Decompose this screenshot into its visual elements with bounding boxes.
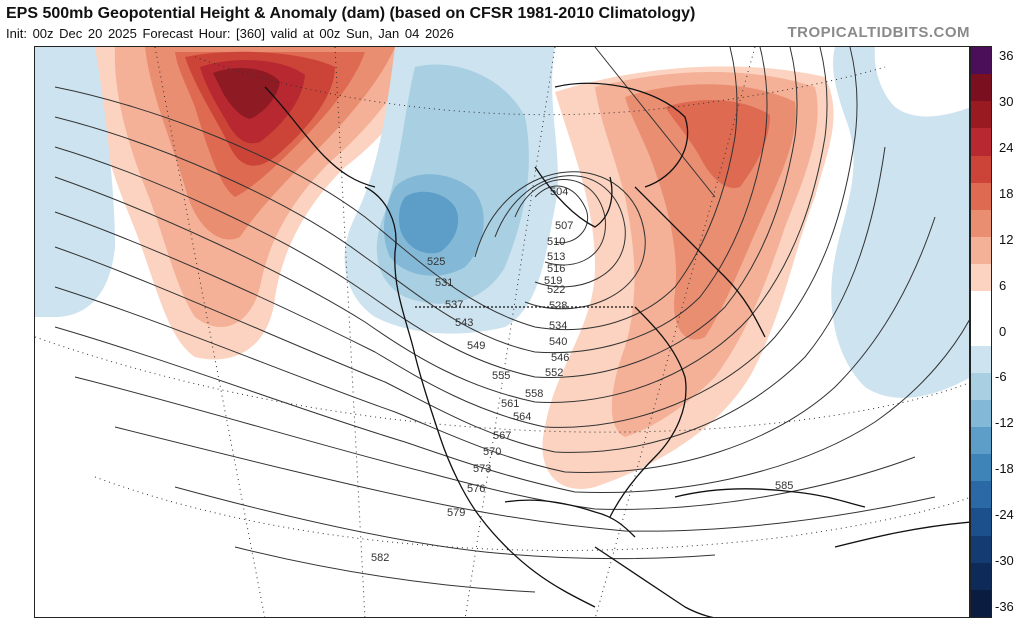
contour-label: 504: [550, 186, 568, 198]
contour-label: 531: [435, 277, 453, 289]
colorbar-tick-label: 12: [999, 231, 1014, 247]
contour-label: 570: [483, 446, 501, 458]
contour-label: 555: [492, 370, 510, 382]
colorbar-tick-label: 18: [999, 185, 1014, 201]
colorbar-swatch: [971, 101, 991, 129]
contour-label: 546: [551, 352, 569, 364]
colorbar-swatch: [971, 508, 991, 537]
negative-anomaly-west-18: [398, 191, 459, 254]
contour-label: 519: [544, 275, 562, 287]
colorbar-swatch: [971, 182, 991, 211]
colorbar-swatch: [971, 209, 991, 238]
south-america-outline: [834, 521, 969, 548]
colorbar-swatch: [971, 481, 991, 509]
colorbar-tick-label: -6: [995, 369, 1007, 385]
colorbar-tick-label: 24: [999, 139, 1014, 155]
contour-label: 576: [467, 483, 485, 495]
colorbar-swatch: [971, 291, 991, 319]
colorbar-swatch: [971, 589, 991, 618]
colorbar-tick-label: 36: [999, 48, 1014, 63]
central-america-outline: [594, 546, 714, 617]
west-coast-outline: [364, 186, 596, 608]
colorbar-swatch: [971, 74, 991, 102]
map-panel: 504 507 510 513 516 519 522 525 528 531 …: [34, 46, 970, 618]
colorbar: [970, 46, 992, 618]
contour-label: 582: [371, 552, 389, 564]
watermark: TROPICALTIDBITS.COM: [787, 24, 970, 41]
colorbar-swatch: [971, 454, 991, 482]
contour-label: 561: [501, 398, 519, 410]
colorbar-swatch: [971, 399, 991, 428]
map-subtitle: Init: 00z Dec 20 2025 Forecast Hour: [36…: [6, 26, 454, 41]
colorbar-swatch: [971, 372, 991, 401]
contour-label: 516: [547, 263, 565, 275]
gulf-coast-outline: [504, 499, 636, 538]
negative-anomaly-atlantic: [831, 47, 969, 398]
contour-label: 522: [547, 284, 565, 296]
alaska-outline: [264, 86, 376, 188]
contour-label: 534: [549, 320, 567, 332]
contour-label: 558: [525, 388, 543, 400]
colorbar-swatch: [971, 345, 991, 374]
contour-label: 564: [513, 411, 531, 423]
colorbar-tick-label: -30: [995, 553, 1014, 569]
greenland-outline: [554, 82, 689, 188]
colorbar-swatch: [971, 427, 991, 455]
contour-label: 507: [555, 220, 573, 232]
contour-label: 537: [445, 299, 463, 311]
contour-label: 543: [455, 317, 473, 329]
labrador-outline: [634, 186, 766, 338]
colorbar-swatch: [971, 535, 991, 564]
graticule: [35, 47, 969, 617]
colorbar-swatch: [971, 155, 991, 184]
east-coast-outline: [609, 306, 687, 518]
negative-anomaly-pacific-far: [35, 47, 115, 317]
colorbar-swatch: [971, 562, 991, 591]
contour-label: 549: [467, 340, 485, 352]
colorbar-swatch: [971, 318, 991, 347]
contour-label: 540: [549, 336, 567, 348]
negative-anomaly-atlantic-white: [874, 47, 969, 117]
caribbean-outline: [674, 488, 866, 508]
contour-label: 579: [447, 507, 465, 519]
colorbar-tick-label: -12: [995, 415, 1014, 431]
contour-label: 585: [775, 480, 793, 492]
contour-label: 513: [547, 251, 565, 263]
contour-labels: 504 507 510 513 516 519 522 525 528 531 …: [371, 186, 793, 564]
colorbar-swatch: [971, 237, 991, 265]
height-contours: [54, 47, 969, 593]
contour-label: 573: [473, 463, 491, 475]
colorbar-tick-label: -18: [995, 461, 1014, 477]
anomaly-shading: [35, 47, 969, 489]
colorbar-swatch: [971, 47, 991, 75]
colorbar-swatch: [971, 264, 991, 292]
colorbar-tick-label: 6: [999, 277, 1007, 293]
contour-label: 510: [547, 236, 565, 248]
colorbar-tick-label: -36: [995, 599, 1014, 614]
positive-anomaly-east-18: [665, 100, 770, 188]
colorbar-tick-label: 30: [999, 93, 1014, 109]
hudson-bay-outline: [534, 166, 613, 228]
contour-label: 525: [427, 256, 445, 268]
colorbar-tick-label: -24: [995, 507, 1014, 523]
contour-label: 528: [549, 300, 567, 312]
map-svg: 504 507 510 513 516 519 522 525 528 531 …: [35, 47, 969, 617]
positive-anomaly-pacific-36: [213, 67, 280, 119]
colorbar-tick-label: 0: [999, 323, 1007, 339]
coastlines: [264, 82, 969, 617]
contour-label: 552: [545, 367, 563, 379]
map-title: EPS 500mb Geopotential Height & Anomaly …: [6, 5, 696, 22]
colorbar-swatch: [971, 128, 991, 157]
contour-label: 567: [493, 430, 511, 442]
